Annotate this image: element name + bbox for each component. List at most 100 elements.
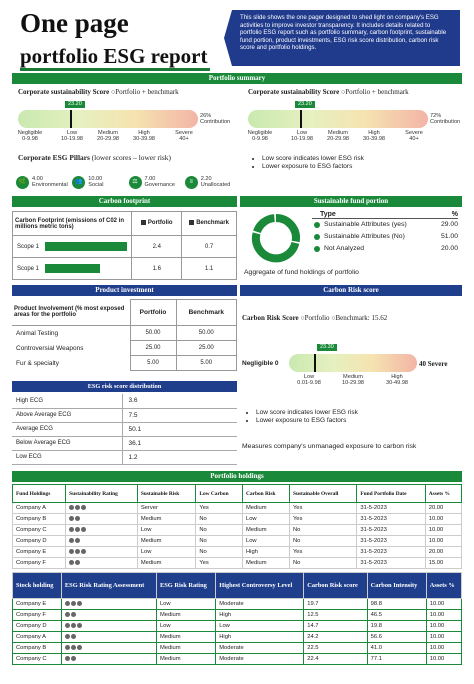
pillar-name: Social [88, 182, 104, 188]
carbon-col-benchmark: Benchmark [181, 211, 237, 236]
table-cell [60, 609, 157, 621]
carbon-scale-name: Low [303, 374, 315, 380]
pillar-text: 7.00 Governance [145, 176, 175, 189]
score-scale-item: High 30-39.98 [356, 130, 392, 143]
product-benchmark-value: 50.00 [175, 325, 238, 341]
people-icon: 👥 [72, 175, 86, 189]
table-cell: Yes [195, 557, 243, 569]
carbon-fill-bar [45, 264, 100, 273]
carbon-col-header: Carbon Footprint (emissions of C02 in mi… [11, 211, 133, 236]
carbon-risk-legend-bench: Benchmark: 15.62 [335, 314, 388, 322]
score-scale-name: Severe [175, 130, 193, 136]
table-cell: 56.6 [366, 631, 427, 643]
table-cell: 10.00 [424, 524, 463, 536]
table-header-row: Stock holding ESG Risk Rating Assessment E… [12, 572, 463, 599]
table-header: Carbon Risk [241, 484, 290, 503]
rating-dot-icon [76, 622, 82, 628]
table-cell: 10.00 [425, 653, 463, 665]
table-cell: 41.0 [366, 642, 427, 654]
product-row-name: Animal Testing [16, 329, 59, 337]
carbon-scale-name: High [391, 374, 403, 380]
table-cell: Moderate [215, 653, 305, 665]
score-scale-range: 10-19.98 [290, 136, 314, 143]
rating-dot-icon [75, 548, 81, 554]
portfolio-summary-bar: Portfolio summary [12, 73, 462, 84]
rating-dot-icon [69, 548, 75, 554]
fund-table: Type% Sustainable Attributes (yes) 29.00 S… [312, 211, 458, 255]
rating-dot-icon [75, 526, 81, 532]
carbon-scale-item: Medium 10-29.98 [333, 374, 373, 387]
summary-bullet: Lower exposure to ESG factors [262, 163, 364, 171]
table-cell: 31-5-2023 [356, 557, 426, 569]
rating-dot-icon [64, 622, 70, 628]
carbon-risk-note: Measures company's unmanaged exposure to… [242, 443, 417, 450]
fund-row-name: Not Analyzed [324, 245, 365, 252]
carbon-risk-left-label: Negligible 0 [242, 360, 279, 367]
table-row: Company D Low Low 14.7 19.8 10.00 [12, 620, 463, 632]
page-title-line1: One page [20, 8, 129, 38]
check-circle-icon [314, 246, 320, 252]
fund-row-pct: 20.00 [440, 245, 458, 252]
table-cell: No [288, 535, 358, 547]
table-cell: 19.8 [366, 620, 427, 632]
rating-dot-icon [75, 515, 81, 521]
carbon-scale-item: Low 0.01-9.98 [289, 374, 329, 387]
pillar-name: Governance [144, 182, 175, 188]
table-cell: Medium [136, 513, 197, 525]
score-heading: Corporate sustainability Score ○Portfoli… [18, 88, 179, 96]
score-scale-name: Low [66, 130, 78, 136]
table-row: Company D Medium No Low No 31-5-2023 10.00 [11, 535, 463, 547]
table-cell: High [241, 546, 290, 558]
table-cell: 10.00 [425, 620, 463, 632]
sustainability-score-right: Corporate sustainability Score ○Portfoli… [248, 88, 468, 148]
table-cell [60, 620, 157, 632]
score-label: Corporate sustainability Score [248, 88, 340, 96]
rating-dot-icon [64, 633, 70, 639]
fund-row: Sustainable Attributes (No) 51.00 [312, 231, 458, 243]
table-row: Company C Low No Medium No 31-5-2023 10.00 [11, 524, 463, 536]
table-cell: Company E [12, 598, 62, 610]
check-circle-icon [314, 222, 320, 228]
rating-dot-icon [70, 622, 76, 628]
carbon-scale-name: Medium [343, 374, 363, 380]
score-scale-range: 40+ [409, 136, 419, 143]
table-cell: Medium [155, 642, 217, 654]
table-cell: No [195, 535, 243, 547]
scales-icon: ⚖ [128, 175, 142, 189]
carbon-risk-scale: Low 0.01-9.98 Medium 10-29.98 High 30-49.98 [289, 374, 417, 388]
rating-dot-icon [81, 526, 87, 532]
table-cell: No [195, 524, 243, 536]
list-icon: ≡ [184, 175, 198, 189]
table-header: Assets % [424, 484, 463, 503]
score-scale-name: Severe [405, 130, 423, 136]
score-scale-range: 40+ [179, 136, 189, 143]
table-cell: 10.00 [425, 642, 463, 654]
score-scale-name: Negligible [17, 130, 43, 136]
table-cell [60, 642, 157, 654]
score-legend: Portfolio + benchmark [115, 88, 179, 96]
score-contribution: 26% Contribution [200, 113, 230, 126]
table-cell: Low [155, 598, 217, 610]
table-row: Company A Medium High 24.2 56.6 10.00 [12, 631, 463, 643]
pillars-label: Corporate ESG Pillars [18, 153, 90, 162]
table-header: Carbon Risk score [303, 572, 368, 599]
table-cell: Company F [12, 609, 62, 621]
pillar-value: 10.00 [88, 175, 103, 182]
table-cell: 19.7 [303, 598, 368, 610]
fund-row: Sustainable Attributes (yes) 29.00 [312, 219, 458, 231]
score-scale-item: Negligible 0-9.98 [242, 130, 278, 143]
table-cell: 20.00 [424, 546, 463, 558]
table-cell: 31-5-2023 [356, 535, 426, 547]
score-pct: 72% [430, 113, 442, 119]
page-title-line2: portfolio ESG report [20, 44, 208, 68]
rating-dot-icon [75, 537, 81, 543]
rating-dot-icon [70, 655, 76, 661]
donut-slice [275, 214, 300, 243]
table-cell [60, 631, 157, 643]
table-cell: Company A [11, 502, 67, 514]
table-cell [65, 524, 138, 536]
table-cell: No [288, 524, 358, 536]
score-pct: 26% [200, 113, 212, 119]
rating-dot-icon [64, 611, 70, 617]
fund-row-name: Sustainable Attributes (No) [324, 233, 405, 240]
